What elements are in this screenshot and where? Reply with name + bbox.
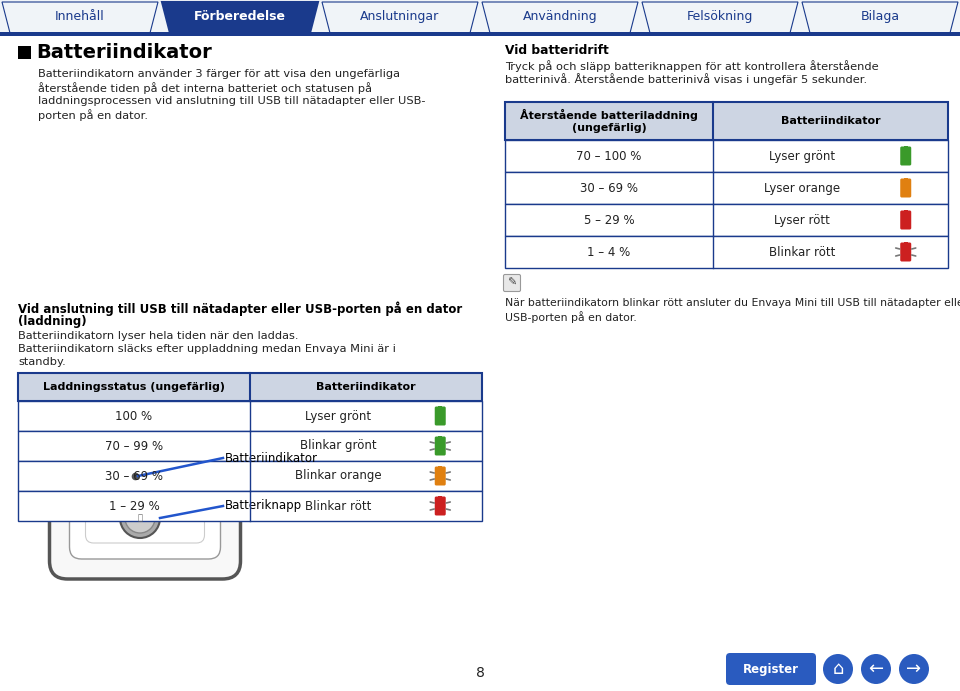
Text: 70 – 99 %: 70 – 99 % <box>105 439 163 453</box>
Text: USB-porten på en dator.: USB-porten på en dator. <box>505 311 636 323</box>
Circle shape <box>861 654 891 684</box>
Text: Register: Register <box>743 663 799 676</box>
Bar <box>505 236 948 268</box>
Text: 30 – 69 %: 30 – 69 % <box>105 469 163 482</box>
Text: porten på en dator.: porten på en dator. <box>38 109 148 122</box>
Text: ✎: ✎ <box>507 278 516 288</box>
Text: Vid batteridrift: Vid batteridrift <box>505 44 609 57</box>
Text: ⌂: ⌂ <box>832 660 844 678</box>
Text: Felsökning: Felsökning <box>686 10 754 23</box>
Bar <box>505 172 948 204</box>
FancyBboxPatch shape <box>435 437 445 455</box>
Bar <box>904 146 907 149</box>
Text: Batteriindikator: Batteriindikator <box>225 451 318 464</box>
Text: Batteriindikatorn använder 3 färger för att visa den ungefärliga: Batteriindikatorn använder 3 färger för … <box>38 69 400 79</box>
Bar <box>439 466 442 468</box>
Bar <box>18 46 31 59</box>
Text: Batteriknapp: Batteriknapp <box>225 500 302 513</box>
Text: batterinivå. Återstående batterinivå visas i ungefär 5 sekunder.: batterinivå. Återstående batterinivå vis… <box>505 73 867 85</box>
Bar <box>18 431 482 461</box>
Text: Användning: Användning <box>522 10 597 23</box>
FancyBboxPatch shape <box>900 243 911 261</box>
Text: →: → <box>906 660 922 678</box>
Text: 8: 8 <box>475 666 485 680</box>
Text: 100 %: 100 % <box>115 410 153 422</box>
Polygon shape <box>642 2 798 33</box>
Circle shape <box>899 654 929 684</box>
Text: Tryck på och släpp batteriknappen för att kontrollera återstående: Tryck på och släpp batteriknappen för at… <box>505 60 878 72</box>
FancyBboxPatch shape <box>726 653 816 685</box>
Text: Laddningsstatus (ungefärlig): Laddningsstatus (ungefärlig) <box>43 382 225 392</box>
Text: Lyser grönt: Lyser grönt <box>769 149 835 162</box>
Bar <box>439 496 442 498</box>
Text: Återstående batteriladdning
(ungefärlig): Återstående batteriladdning (ungefärlig) <box>520 108 698 133</box>
Bar <box>18 461 482 491</box>
Text: Innehåll: Innehåll <box>55 10 105 23</box>
FancyBboxPatch shape <box>85 449 204 543</box>
Bar <box>904 178 907 180</box>
Polygon shape <box>802 2 958 33</box>
Text: Blinkar orange: Blinkar orange <box>295 469 381 482</box>
Text: ←: ← <box>869 660 883 678</box>
FancyBboxPatch shape <box>435 466 445 486</box>
FancyBboxPatch shape <box>900 211 911 229</box>
Text: Lyser grönt: Lyser grönt <box>305 410 372 422</box>
Text: När batteriindikatorn blinkar rött ansluter du Envaya Mini till USB till nätadap: När batteriindikatorn blinkar rött anslu… <box>505 298 960 308</box>
Text: Blinkar grönt: Blinkar grönt <box>300 439 376 453</box>
Text: 🔒: 🔒 <box>137 513 142 522</box>
FancyBboxPatch shape <box>503 274 520 292</box>
Text: Vid anslutning till USB till nätadapter eller USB-porten på en dator: Vid anslutning till USB till nätadapter … <box>18 301 463 316</box>
Text: 1 – 29 %: 1 – 29 % <box>108 500 159 513</box>
Text: Blinkar rött: Blinkar rött <box>305 500 372 513</box>
Text: laddningsprocessen vid anslutning till USB till nätadapter eller USB-: laddningsprocessen vid anslutning till U… <box>38 96 425 106</box>
Bar <box>439 436 442 439</box>
Bar <box>505 204 948 236</box>
Text: 1 – 4 %: 1 – 4 % <box>588 245 631 258</box>
Bar <box>439 406 442 408</box>
Text: återstående tiden på det interna batteriet och statusen på: återstående tiden på det interna batteri… <box>38 82 372 95</box>
Text: Batteriindikator: Batteriindikator <box>316 382 416 392</box>
Text: (laddning): (laddning) <box>18 315 86 328</box>
Text: 5 – 29 %: 5 – 29 % <box>584 214 635 227</box>
Bar <box>18 401 482 431</box>
Circle shape <box>823 654 853 684</box>
Circle shape <box>125 503 155 533</box>
Bar <box>904 242 907 245</box>
Circle shape <box>120 498 160 538</box>
Polygon shape <box>162 2 318 33</box>
Bar <box>0 0 960 33</box>
Text: 30 – 69 %: 30 – 69 % <box>580 182 638 194</box>
Text: Lyser orange: Lyser orange <box>764 182 841 194</box>
Bar <box>0 32 960 36</box>
Text: Förberedelse: Förberedelse <box>194 10 286 23</box>
Bar <box>505 140 948 172</box>
Polygon shape <box>2 2 158 33</box>
Text: Blinkar rött: Blinkar rött <box>769 245 835 258</box>
FancyBboxPatch shape <box>435 497 445 515</box>
FancyBboxPatch shape <box>69 433 221 559</box>
Text: Bilaga: Bilaga <box>860 10 900 23</box>
FancyBboxPatch shape <box>435 406 445 426</box>
Text: Batteriindikator: Batteriindikator <box>780 116 880 126</box>
FancyBboxPatch shape <box>900 178 911 198</box>
Bar <box>505 102 948 140</box>
Text: Lyser rött: Lyser rött <box>775 214 830 227</box>
Text: Anslutningar: Anslutningar <box>360 10 440 23</box>
Polygon shape <box>482 2 638 33</box>
Text: Batteriindikatorn lyser hela tiden när den laddas.: Batteriindikatorn lyser hela tiden när d… <box>18 331 299 341</box>
Text: Batteriindikatorn släcks efter uppladdning medan Envaya Mini är i: Batteriindikatorn släcks efter uppladdni… <box>18 344 396 354</box>
Text: standby.: standby. <box>18 357 65 367</box>
Text: 70 – 100 %: 70 – 100 % <box>576 149 642 162</box>
FancyBboxPatch shape <box>900 146 911 166</box>
Text: Batteriindikator: Batteriindikator <box>36 43 212 62</box>
FancyBboxPatch shape <box>50 413 241 579</box>
Bar <box>18 491 482 521</box>
Bar <box>18 373 482 401</box>
Bar <box>904 210 907 213</box>
Polygon shape <box>322 2 478 33</box>
